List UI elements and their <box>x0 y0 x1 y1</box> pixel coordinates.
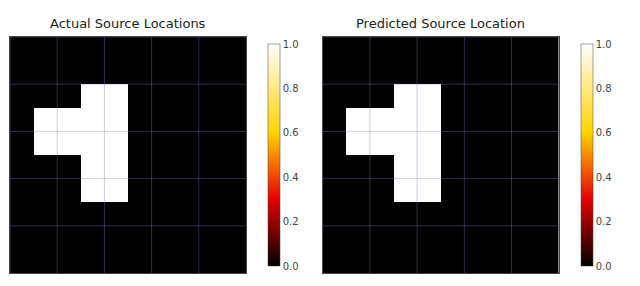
svg-text:0.4: 0.4 <box>283 172 299 183</box>
svg-text:0.4: 0.4 <box>596 172 612 183</box>
svg-text:0.0: 0.0 <box>596 261 612 272</box>
svg-text:0.6: 0.6 <box>283 127 299 138</box>
svg-text:1.0: 1.0 <box>283 39 299 50</box>
svg-text:0.0: 0.0 <box>283 261 299 272</box>
svg-text:0.8: 0.8 <box>283 83 299 94</box>
svg-text:Predicted Source Location: Predicted Source Location <box>356 16 525 31</box>
svg-text:0.6: 0.6 <box>596 127 612 138</box>
svg-text:0.2: 0.2 <box>283 216 299 227</box>
svg-text:0.8: 0.8 <box>596 83 612 94</box>
svg-text:Actual Source Locations: Actual Source Locations <box>50 16 206 31</box>
svg-text:0.2: 0.2 <box>596 216 612 227</box>
svg-text:1.0: 1.0 <box>596 39 612 50</box>
